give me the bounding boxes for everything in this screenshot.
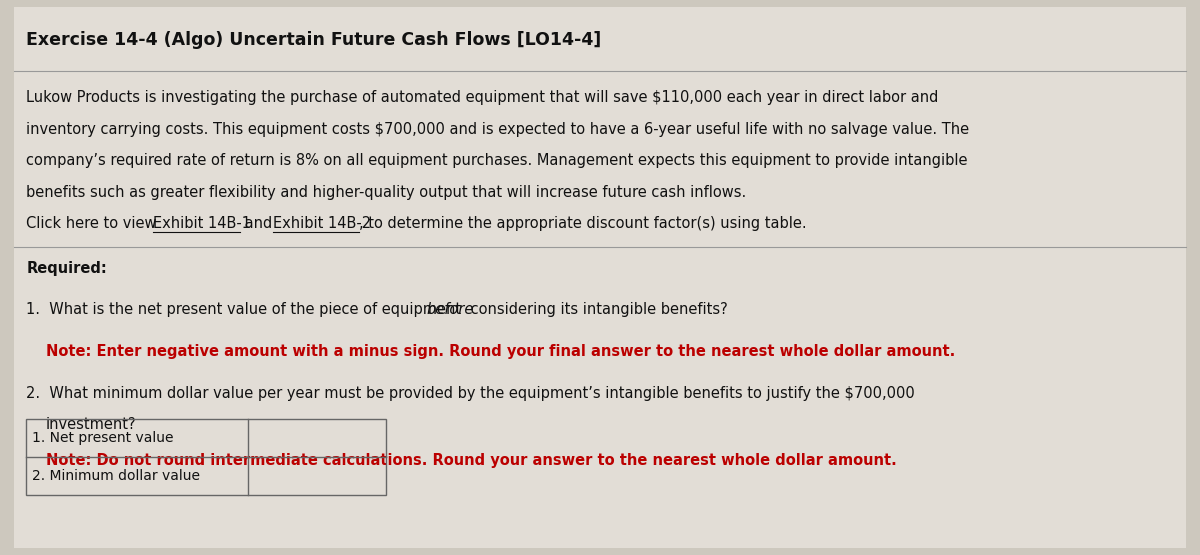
Text: before: before — [426, 302, 473, 317]
Text: Note: Do not round intermediate calculations. Round your answer to the nearest w: Note: Do not round intermediate calculat… — [46, 453, 896, 468]
Text: 1.  What is the net present value of the piece of equipment: 1. What is the net present value of the … — [26, 302, 466, 317]
Text: inventory carrying costs. This equipment costs $700,000 and is expected to have : inventory carrying costs. This equipment… — [26, 122, 970, 137]
Text: 1. Net present value: 1. Net present value — [32, 431, 174, 445]
Text: Click here to view: Click here to view — [26, 216, 162, 231]
Text: Required:: Required: — [26, 261, 107, 276]
Text: 2. Minimum dollar value: 2. Minimum dollar value — [32, 468, 200, 483]
Text: 2.  What minimum dollar value per year must be provided by the equipment’s intan: 2. What minimum dollar value per year mu… — [26, 386, 916, 401]
Text: considering its intangible benefits?: considering its intangible benefits? — [466, 302, 727, 317]
Text: company’s required rate of return is 8% on all equipment purchases. Management e: company’s required rate of return is 8% … — [26, 153, 968, 168]
Text: Exercise 14-4 (Algo) Uncertain Future Cash Flows [LO14-4]: Exercise 14-4 (Algo) Uncertain Future Ca… — [26, 31, 601, 48]
Text: Exhibit 14B-1: Exhibit 14B-1 — [152, 216, 251, 231]
Text: Lukow Products is investigating the purchase of automated equipment that will sa: Lukow Products is investigating the purc… — [26, 90, 938, 105]
Text: Exhibit 14B-2: Exhibit 14B-2 — [272, 216, 371, 231]
Text: and: and — [240, 216, 276, 231]
Text: investment?: investment? — [46, 417, 137, 432]
Text: , to determine the appropriate discount factor(s) using table.: , to determine the appropriate discount … — [360, 216, 808, 231]
Text: Note: Enter negative amount with a minus sign. Round your final answer to the ne: Note: Enter negative amount with a minus… — [46, 344, 955, 359]
Text: benefits such as greater flexibility and higher-quality output that will increas: benefits such as greater flexibility and… — [26, 185, 746, 200]
